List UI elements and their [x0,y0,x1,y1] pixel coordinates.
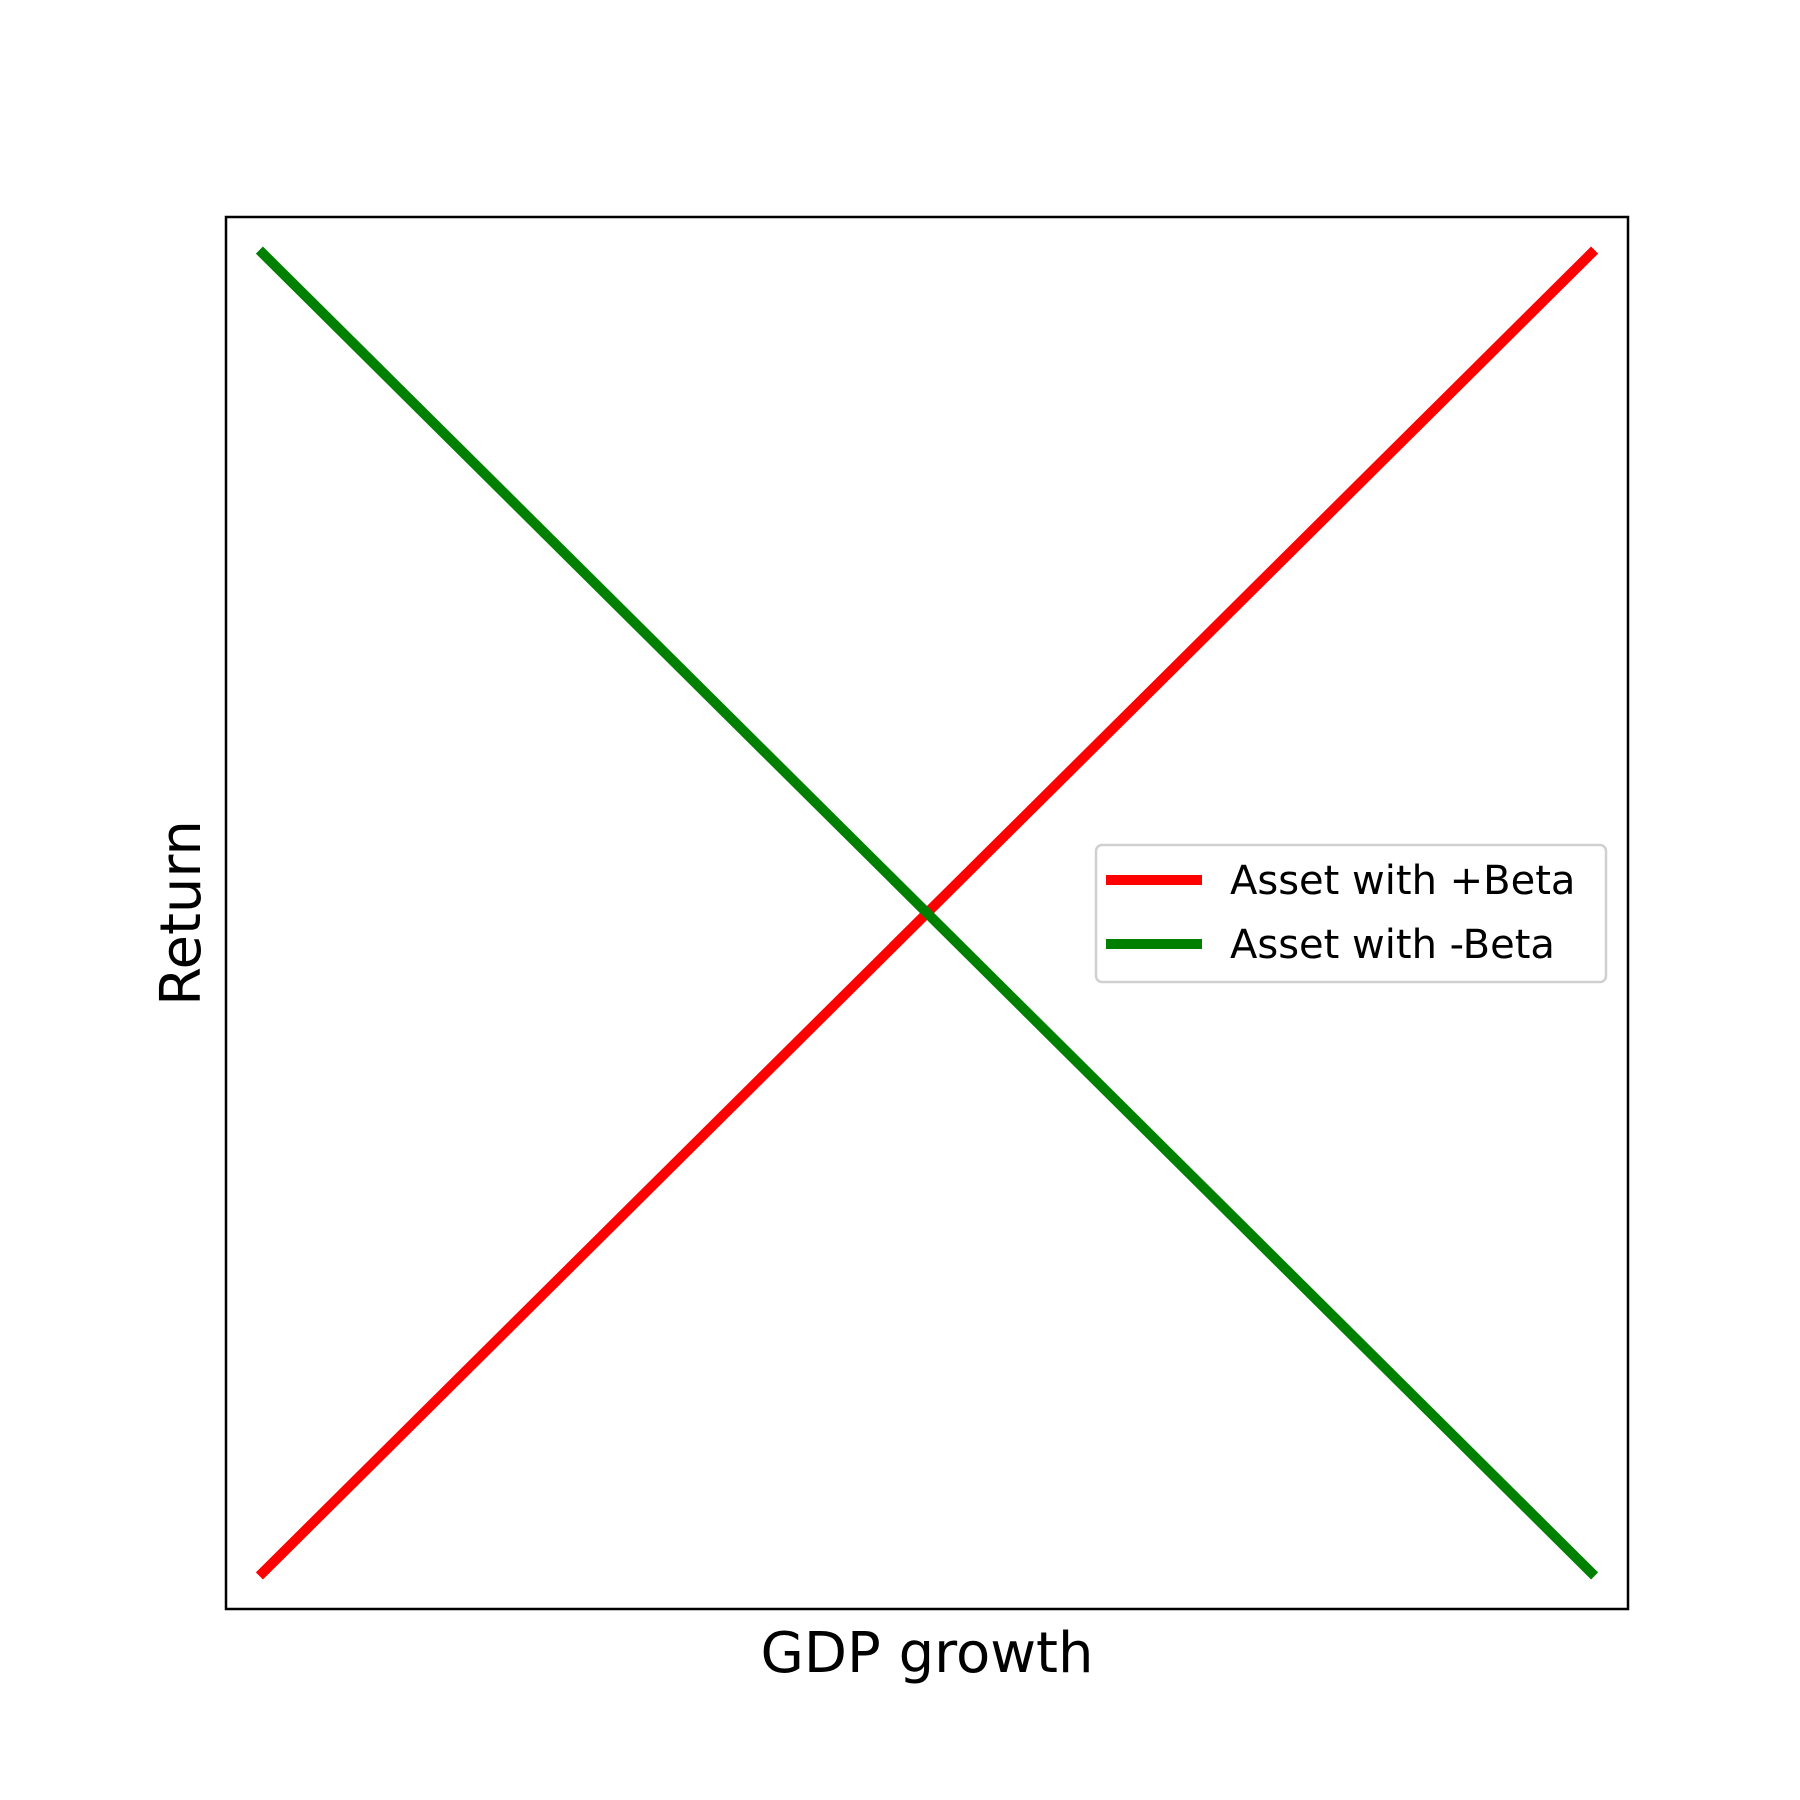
series-line-negative-beta [255,246,1599,1580]
legend-label-positive-beta: Asset with +Beta [1230,858,1575,904]
series-lines [255,246,1599,1580]
x-axis-label: GDP growth [761,1621,1094,1686]
legend-label-negative-beta: Asset with -Beta [1230,922,1555,968]
legend: Asset with +Beta Asset with -Beta [1094,843,1608,984]
legend-box [1094,843,1608,984]
y-axis-label: Return [149,820,214,1006]
